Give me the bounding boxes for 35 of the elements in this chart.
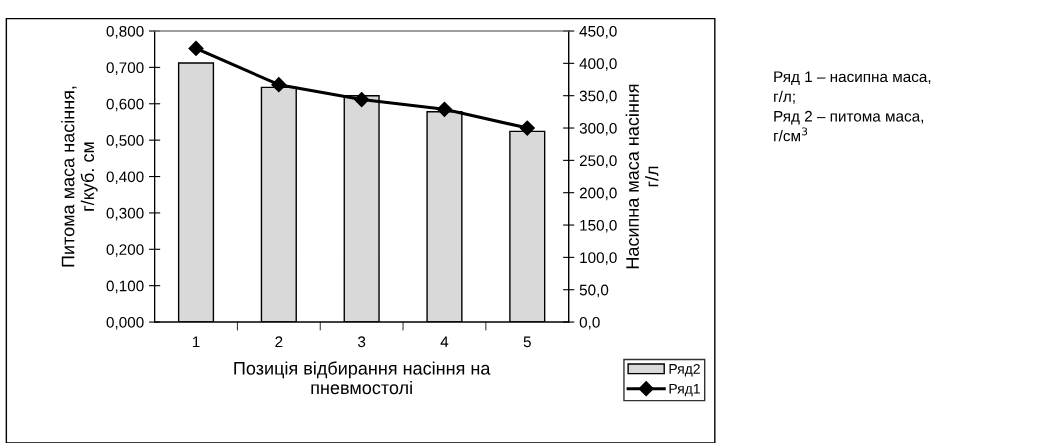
x-tick-label: 4 (440, 336, 449, 348)
y-tick-label: 0,100 (106, 280, 144, 294)
y-tick-label: 0,700 (106, 62, 144, 75)
legend-label: Ряд2 (669, 363, 700, 377)
point (436, 101, 453, 117)
x-axis-title: Позиція відбирання насіння на пневмостолі (234, 361, 491, 395)
legend-label: Ряд1 (669, 384, 700, 397)
y2-tick-label: 200,0 (579, 187, 617, 201)
y-tick-label: 0,800 (106, 25, 144, 39)
y-tick-label: 0,600 (106, 98, 144, 112)
point (519, 120, 535, 136)
y-axis-title: Питома маса насіння, г/куб. см (61, 86, 98, 267)
x-tick-label: 5 (523, 336, 531, 348)
x-tick-label: 3 (357, 336, 366, 348)
y2-tick-label: 300,0 (579, 122, 617, 136)
x-tick-label: 2 (275, 336, 283, 348)
x-tick-label: 1 (192, 336, 200, 348)
y-tick-label: 0,300 (106, 207, 144, 221)
y-tick-label: 0,000 (106, 316, 144, 330)
y2-tick-label: 350,0 (579, 90, 617, 104)
point (271, 77, 287, 93)
point (354, 91, 370, 108)
y2-tick-label: 0,0 (579, 316, 600, 330)
text: Ряд 1 – насипна маса, г/л; Ряд 2 – питома маса, г/см$^{3}$ (774, 71, 931, 142)
y2-tick-label: 450,0 (579, 25, 617, 39)
y2-tick-label: 400,0 (579, 58, 617, 71)
y-tick-label: 0,500 (106, 135, 144, 148)
y2-tick-label: 250,0 (579, 155, 617, 168)
y2-axis-title: Насипна маса насіння г/л (625, 84, 659, 269)
y-tick-label: 0,200 (106, 244, 144, 257)
y2-tick-label: 50,0 (579, 284, 609, 298)
y-tick-label: 0,400 (106, 171, 144, 185)
y2-tick-label: 100,0 (580, 252, 617, 265)
y2-tick-label: 150,0 (580, 219, 617, 233)
point (188, 40, 204, 57)
